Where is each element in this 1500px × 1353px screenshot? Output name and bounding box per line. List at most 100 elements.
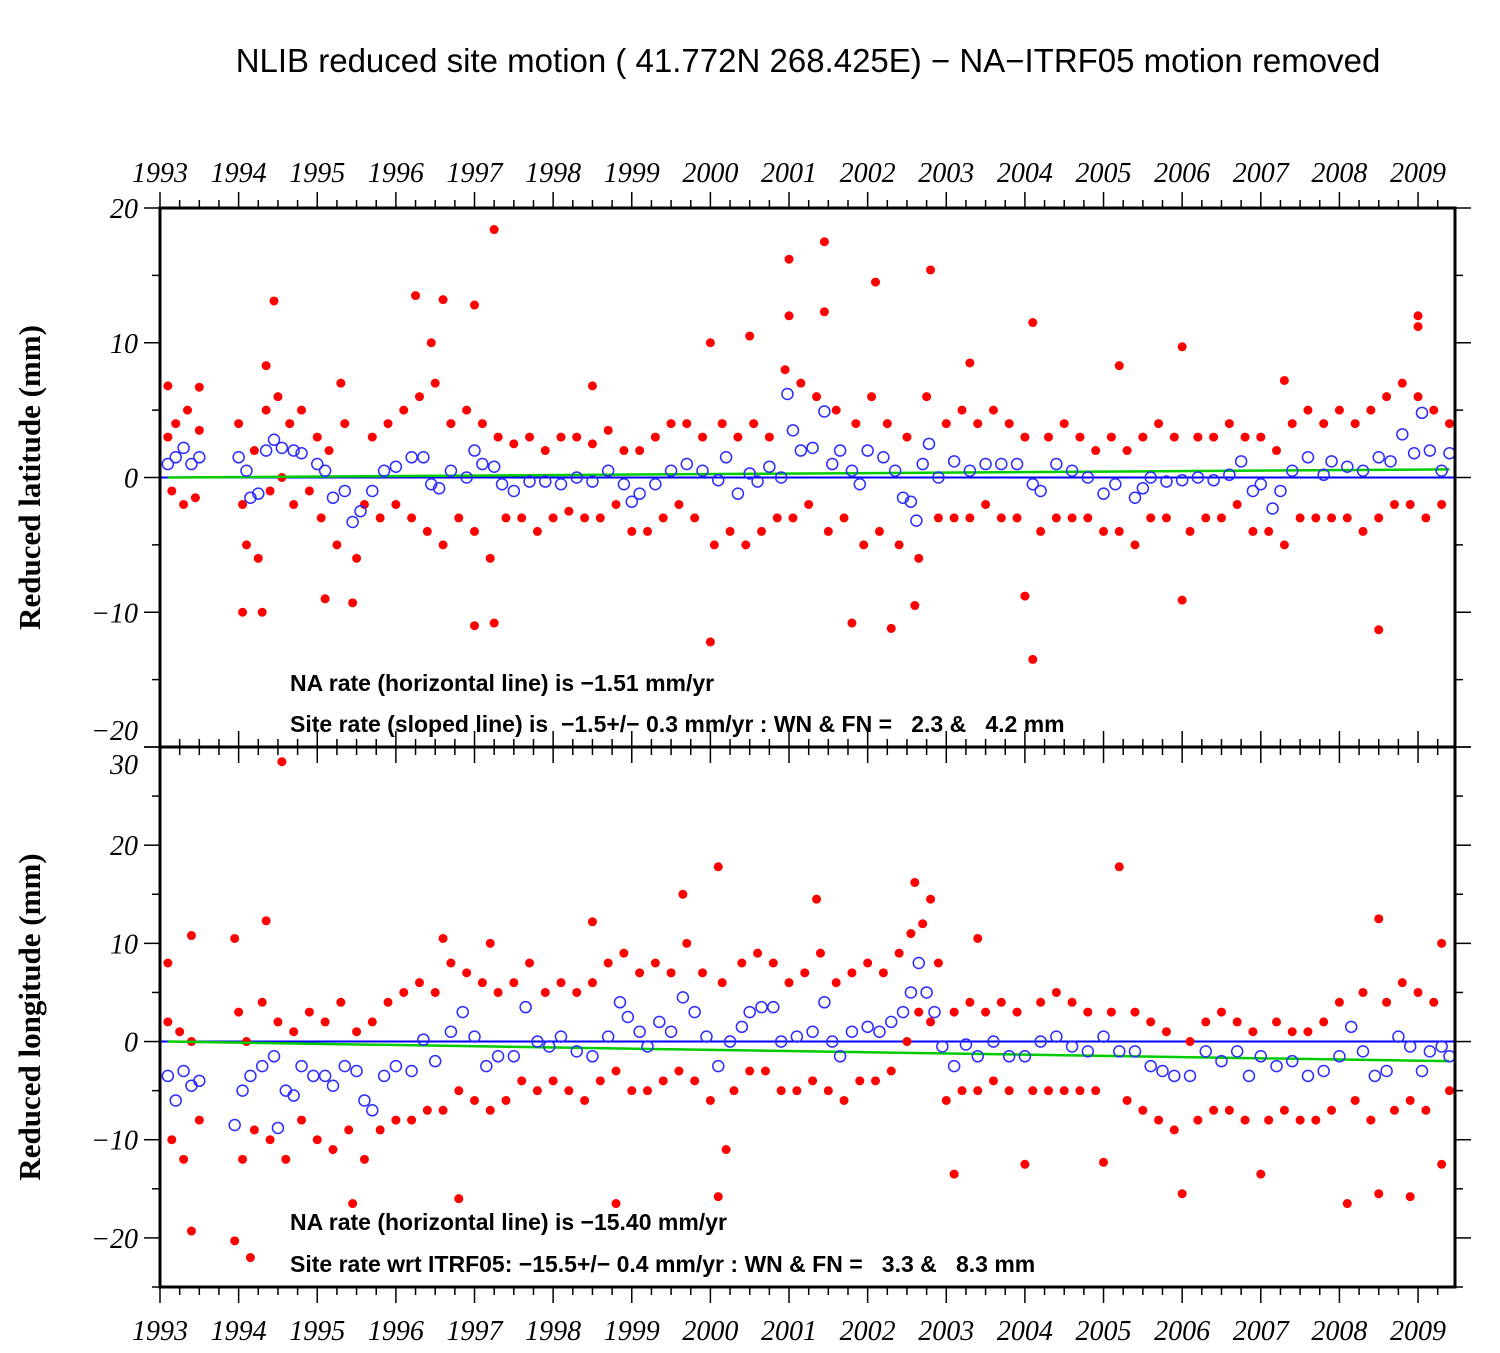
mean-point <box>428 1054 442 1068</box>
mean-point <box>833 1050 847 1063</box>
daily-point <box>1012 513 1022 523</box>
daily-point <box>886 623 896 633</box>
daily-point <box>1043 1086 1053 1096</box>
mean-point <box>326 1079 340 1092</box>
mean-point <box>389 1059 403 1073</box>
daily-point <box>1389 499 1399 509</box>
daily-point <box>1382 997 1392 1007</box>
daily-point <box>957 1086 967 1096</box>
x-tick-label: 2003 <box>918 158 974 189</box>
daily-point <box>1374 1189 1384 1199</box>
daily-point <box>1248 1027 1258 1037</box>
daily-point <box>988 1076 998 1086</box>
daily-point <box>1216 513 1226 523</box>
daily-point <box>1256 1169 1266 1179</box>
mean-point <box>1026 477 1040 491</box>
daily-point <box>764 432 774 442</box>
mean-point <box>1415 406 1429 420</box>
daily-point <box>587 439 597 449</box>
x-tick-label: 2002 <box>840 1316 896 1347</box>
daily-point <box>470 621 480 631</box>
daily-point <box>1138 432 1148 442</box>
x-tick-label: 2001 <box>761 158 817 189</box>
daily-point <box>1350 1095 1360 1105</box>
daily-point <box>965 513 975 523</box>
mean-point <box>267 433 281 447</box>
mean-point <box>845 464 859 478</box>
daily-point <box>186 931 196 941</box>
daily-point <box>163 432 173 442</box>
daily-point <box>914 553 924 563</box>
daily-point <box>1256 432 1266 442</box>
mean-point <box>1423 1045 1437 1058</box>
daily-point <box>1264 1115 1274 1125</box>
daily-point <box>757 526 767 536</box>
daily-point <box>1413 311 1423 321</box>
x-tick-label: 1999 <box>604 158 660 189</box>
y-tick-label: −10 <box>91 1126 138 1157</box>
daily-point <box>470 300 480 310</box>
x-tick-label: 2004 <box>997 1316 1053 1347</box>
mean-point <box>185 1079 198 1092</box>
mean-point <box>1234 455 1248 468</box>
daily-point <box>304 1007 314 1017</box>
daily-point <box>839 1095 849 1105</box>
mean-point <box>318 1069 332 1083</box>
mean-point <box>1065 1040 1079 1053</box>
mean-point <box>826 457 839 471</box>
mean-point <box>252 487 265 500</box>
y-tick-label: −10 <box>91 598 138 629</box>
mean-point <box>896 491 910 504</box>
x-tick-label: 1994 <box>211 1316 267 1347</box>
mean-point <box>377 464 391 478</box>
y-tick-label: −20 <box>91 1224 138 1255</box>
mean-point <box>719 451 733 464</box>
daily-point <box>847 618 857 628</box>
daily-point <box>658 513 668 523</box>
mean-point <box>861 1020 874 1034</box>
daily-point <box>190 493 200 503</box>
mean-point <box>554 477 568 491</box>
mean-point <box>781 387 794 401</box>
mean-point <box>818 405 831 418</box>
daily-point <box>796 378 806 388</box>
daily-point <box>438 540 448 550</box>
daily-point <box>886 1066 896 1076</box>
daily-point <box>1279 1105 1289 1115</box>
daily-point <box>1130 1007 1140 1017</box>
x-tick-label: 2003 <box>918 1316 974 1347</box>
daily-point <box>1154 419 1164 429</box>
daily-point <box>249 446 259 456</box>
daily-point <box>532 1086 542 1096</box>
daily-point <box>348 1199 358 1209</box>
site-rate-line <box>167 468 1450 479</box>
rate-annotation: NA rate (horizontal line) is −15.40 mm/y… <box>290 1209 727 1235</box>
daily-point <box>414 978 424 988</box>
mean-point <box>1317 468 1330 482</box>
mean-point <box>916 457 929 471</box>
mean-point <box>185 457 198 471</box>
daily-point <box>332 540 342 550</box>
mean-point <box>523 475 536 488</box>
x-tick-label: 1997 <box>447 1316 504 1347</box>
daily-point <box>839 513 849 523</box>
mean-point <box>1034 1035 1047 1048</box>
mean-point <box>1396 428 1409 441</box>
daily-point <box>1075 1086 1085 1096</box>
mean-point <box>910 514 923 527</box>
mean-point <box>712 1059 725 1073</box>
daily-point <box>808 1076 818 1086</box>
daily-point <box>285 419 295 429</box>
daily-point <box>851 419 861 429</box>
daily-point <box>1413 322 1423 332</box>
daily-point <box>1405 1192 1415 1202</box>
daily-point <box>717 419 727 429</box>
daily-point <box>265 1135 275 1145</box>
daily-point <box>1106 1007 1116 1017</box>
daily-point <box>1405 499 1415 509</box>
daily-point <box>1083 1007 1093 1017</box>
x-tick-label: 2000 <box>682 1316 738 1347</box>
mean-point <box>487 460 501 473</box>
mean-point <box>161 1069 175 1083</box>
daily-point <box>1240 1115 1250 1125</box>
